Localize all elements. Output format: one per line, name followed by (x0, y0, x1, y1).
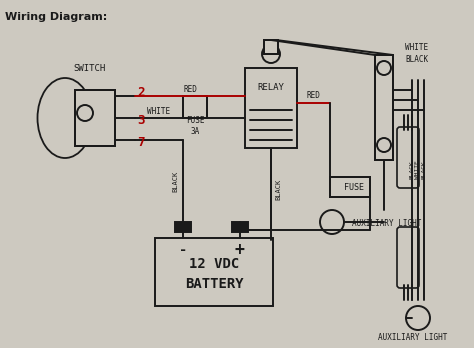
Bar (330, 177, 370, 197)
Bar (245, 68, 297, 148)
Text: BLACK: BLACK (275, 179, 281, 200)
Text: BLACK: BLACK (421, 161, 427, 179)
Bar (155, 238, 273, 306)
Text: WHITE: WHITE (147, 106, 171, 116)
FancyBboxPatch shape (397, 127, 419, 188)
Bar (232, 222, 248, 232)
Text: BLACK: BLACK (172, 171, 178, 192)
Text: +: + (235, 241, 245, 259)
Text: 7: 7 (137, 135, 145, 149)
Text: FUSE
3A: FUSE 3A (186, 116, 204, 136)
Text: WHITE: WHITE (405, 44, 428, 53)
Text: AUXILIARY LIGHT: AUXILIARY LIGHT (378, 333, 447, 342)
FancyBboxPatch shape (397, 227, 419, 288)
Text: RED: RED (306, 92, 320, 101)
Bar (375, 55, 393, 160)
Bar (330, 177, 370, 197)
Bar (375, 55, 393, 160)
Bar (75, 90, 115, 146)
Bar (264, 40, 278, 54)
Text: FUSE: FUSE (344, 182, 364, 191)
Text: RED: RED (183, 86, 197, 95)
Text: AUXILIARY LIGHT: AUXILIARY LIGHT (352, 220, 421, 229)
Text: 12 VDC: 12 VDC (189, 257, 239, 271)
Text: SWITCH: SWITCH (74, 64, 106, 73)
Text: RELAY: RELAY (257, 84, 284, 93)
Bar (175, 222, 191, 232)
Text: 3: 3 (137, 113, 145, 127)
Text: Wiring Diagram:: Wiring Diagram: (5, 12, 107, 22)
Bar (183, 96, 207, 118)
Bar (183, 96, 207, 118)
Bar (75, 90, 115, 146)
Text: -: - (179, 243, 187, 257)
Text: 2: 2 (137, 87, 145, 100)
Bar (264, 40, 278, 54)
Text: BATTERY: BATTERY (185, 277, 243, 291)
Text: BLACK: BLACK (410, 161, 414, 179)
Text: BLACK: BLACK (405, 55, 428, 64)
Text: WHITE: WHITE (416, 161, 420, 179)
